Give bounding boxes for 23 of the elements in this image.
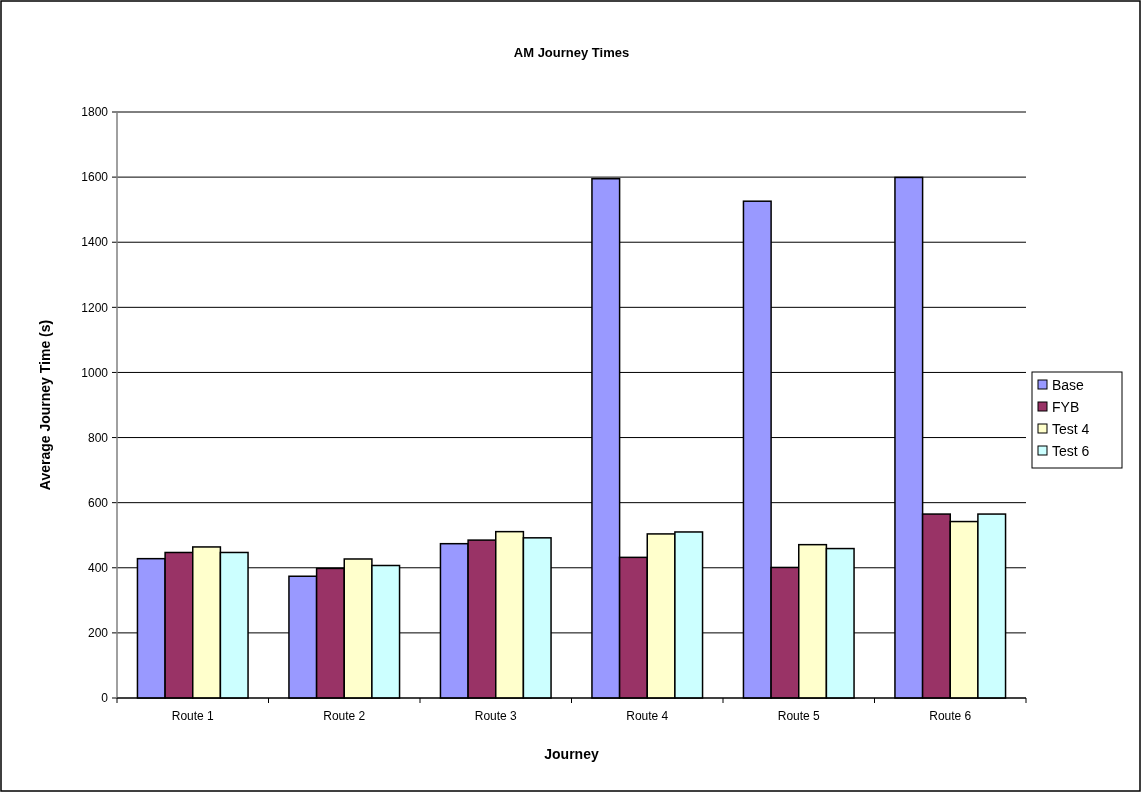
y-tick-label: 600 [87, 495, 109, 510]
y-tick-label: 200 [87, 626, 109, 641]
x-tick-label: Route 5 [777, 709, 821, 723]
x-tick-label: Route 2 [323, 709, 366, 723]
legend-label: Base [1052, 376, 1085, 393]
x-tick-label: Route 4 [626, 709, 669, 723]
y-tick-label: 400 [87, 560, 109, 575]
x-tick-label: Route 6 [929, 709, 972, 723]
legend-label: Test 4 [1052, 420, 1090, 437]
legend-label: FYB [1052, 398, 1080, 415]
legend-label: Test 6 [1052, 442, 1090, 459]
y-tick-label: 0 [101, 691, 109, 706]
y-tick-label: 1200 [81, 300, 109, 315]
x-tick-label: Route 1 [171, 709, 215, 723]
y-tick-label: 800 [87, 430, 109, 445]
y-tick-label: 1800 [81, 105, 109, 120]
y-tick-label: 1600 [81, 170, 109, 185]
chart-title: AM Journey Times [513, 45, 630, 60]
x-tick-label: Route 3 [474, 709, 518, 723]
y-axis-title: Average Journey Time (s) [37, 319, 53, 491]
y-tick-label: 1000 [81, 365, 109, 380]
x-axis-title: Journey [544, 746, 599, 762]
y-tick-label: 1400 [81, 235, 109, 250]
